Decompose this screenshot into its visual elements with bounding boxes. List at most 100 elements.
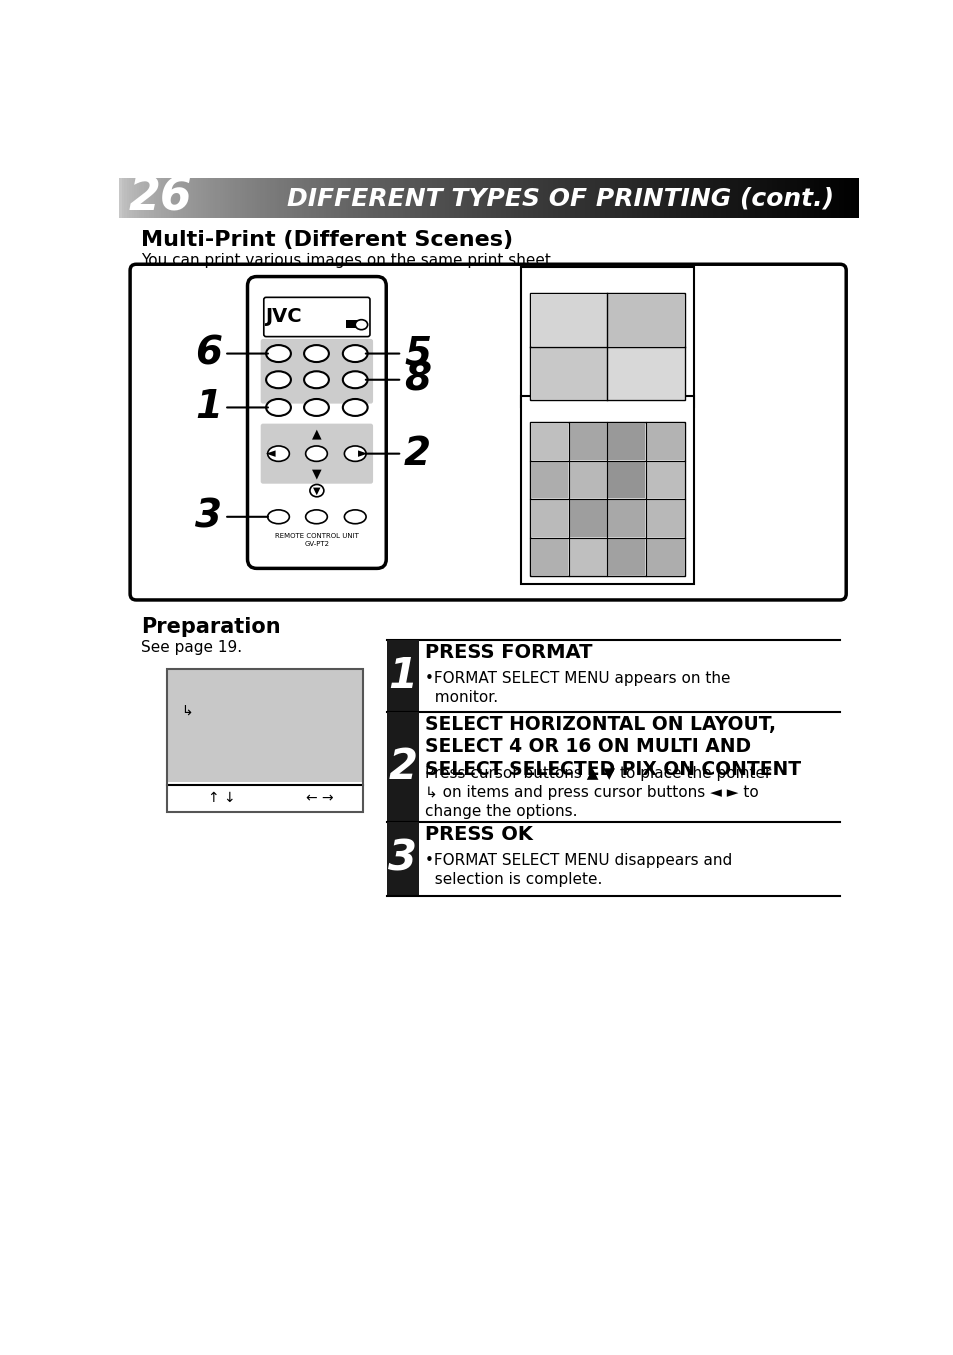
Bar xyxy=(587,178,590,218)
Text: ↳: ↳ xyxy=(181,705,193,718)
Bar xyxy=(813,178,817,218)
Bar xyxy=(494,178,497,218)
Bar xyxy=(486,178,489,218)
Bar xyxy=(651,178,654,218)
Ellipse shape xyxy=(268,509,289,524)
Bar xyxy=(171,178,174,218)
Text: ▼: ▼ xyxy=(313,485,320,496)
Bar xyxy=(618,178,622,218)
Ellipse shape xyxy=(342,371,367,389)
Bar xyxy=(779,178,782,218)
Bar xyxy=(740,178,742,218)
Bar xyxy=(806,178,809,218)
Bar xyxy=(230,178,233,218)
Bar xyxy=(353,178,356,218)
Bar xyxy=(516,178,518,218)
Bar xyxy=(282,178,285,218)
Bar xyxy=(355,178,358,218)
Bar xyxy=(461,178,464,218)
Bar xyxy=(304,178,307,218)
Bar xyxy=(417,178,420,218)
Bar xyxy=(435,178,437,218)
Bar xyxy=(228,178,231,218)
Bar xyxy=(786,178,789,218)
Bar xyxy=(220,178,223,218)
Ellipse shape xyxy=(268,446,289,461)
Bar xyxy=(205,178,209,218)
Bar xyxy=(436,178,440,218)
Bar xyxy=(648,178,652,218)
Text: DIFFERENT TYPES OF PRINTING (cont.): DIFFERENT TYPES OF PRINTING (cont.) xyxy=(287,186,834,210)
Bar xyxy=(617,178,619,218)
Bar xyxy=(326,178,329,218)
Bar xyxy=(459,178,462,218)
Ellipse shape xyxy=(344,446,366,461)
Bar xyxy=(188,178,192,218)
Bar xyxy=(161,178,164,218)
Bar xyxy=(169,178,172,218)
Bar xyxy=(242,178,246,218)
Bar xyxy=(700,178,703,218)
Text: SELECT HORIZONTAL ON LAYOUT,
SELECT 4 OR 16 ON MULTI AND
SELECT SELECTED PIX ON : SELECT HORIZONTAL ON LAYOUT, SELECT 4 OR… xyxy=(425,714,801,779)
Bar xyxy=(520,178,523,218)
Bar xyxy=(127,178,130,218)
Bar xyxy=(377,178,381,218)
Bar xyxy=(144,178,147,218)
Bar xyxy=(621,178,624,218)
Bar xyxy=(530,423,684,576)
Bar xyxy=(823,178,826,218)
Bar xyxy=(385,178,388,218)
Bar xyxy=(346,178,349,218)
Bar xyxy=(173,178,176,218)
Text: Multi-Print (Different Scenes): Multi-Print (Different Scenes) xyxy=(141,230,513,251)
Text: PRESS FORMAT: PRESS FORMAT xyxy=(425,644,592,663)
Bar xyxy=(724,178,728,218)
Ellipse shape xyxy=(342,346,367,362)
Bar xyxy=(668,178,671,218)
Bar xyxy=(498,178,501,218)
Bar xyxy=(821,178,824,218)
Bar xyxy=(488,178,492,218)
Bar xyxy=(225,178,228,218)
Text: GV-PT2: GV-PT2 xyxy=(304,541,329,547)
Bar xyxy=(343,178,346,218)
Bar xyxy=(373,178,375,218)
Bar xyxy=(476,178,479,218)
Bar xyxy=(402,178,405,218)
Bar xyxy=(702,178,706,218)
Bar xyxy=(555,178,558,218)
Ellipse shape xyxy=(305,509,327,524)
Bar xyxy=(609,178,612,218)
Bar xyxy=(749,178,753,218)
Ellipse shape xyxy=(266,346,291,362)
Bar xyxy=(316,178,319,218)
Bar xyxy=(569,461,606,499)
Bar xyxy=(478,178,482,218)
Bar xyxy=(693,178,696,218)
Bar xyxy=(166,178,169,218)
Bar xyxy=(363,178,366,218)
Bar xyxy=(537,178,541,218)
Bar xyxy=(715,178,719,218)
Bar xyxy=(208,178,211,218)
Bar xyxy=(803,178,807,218)
Bar xyxy=(395,178,398,218)
Text: 3: 3 xyxy=(195,497,222,535)
Text: 2: 2 xyxy=(388,745,417,787)
Bar xyxy=(386,640,418,711)
Bar xyxy=(449,178,453,218)
Bar xyxy=(671,178,674,218)
Bar xyxy=(496,178,499,218)
Bar xyxy=(133,178,137,218)
Bar xyxy=(520,396,694,584)
Bar xyxy=(530,294,606,346)
Ellipse shape xyxy=(304,371,329,389)
Bar xyxy=(503,178,506,218)
Bar xyxy=(314,178,316,218)
Bar xyxy=(474,178,476,218)
Bar xyxy=(287,178,290,218)
Bar xyxy=(233,178,235,218)
Bar xyxy=(530,423,567,459)
Bar xyxy=(604,178,607,218)
FancyBboxPatch shape xyxy=(247,276,386,568)
